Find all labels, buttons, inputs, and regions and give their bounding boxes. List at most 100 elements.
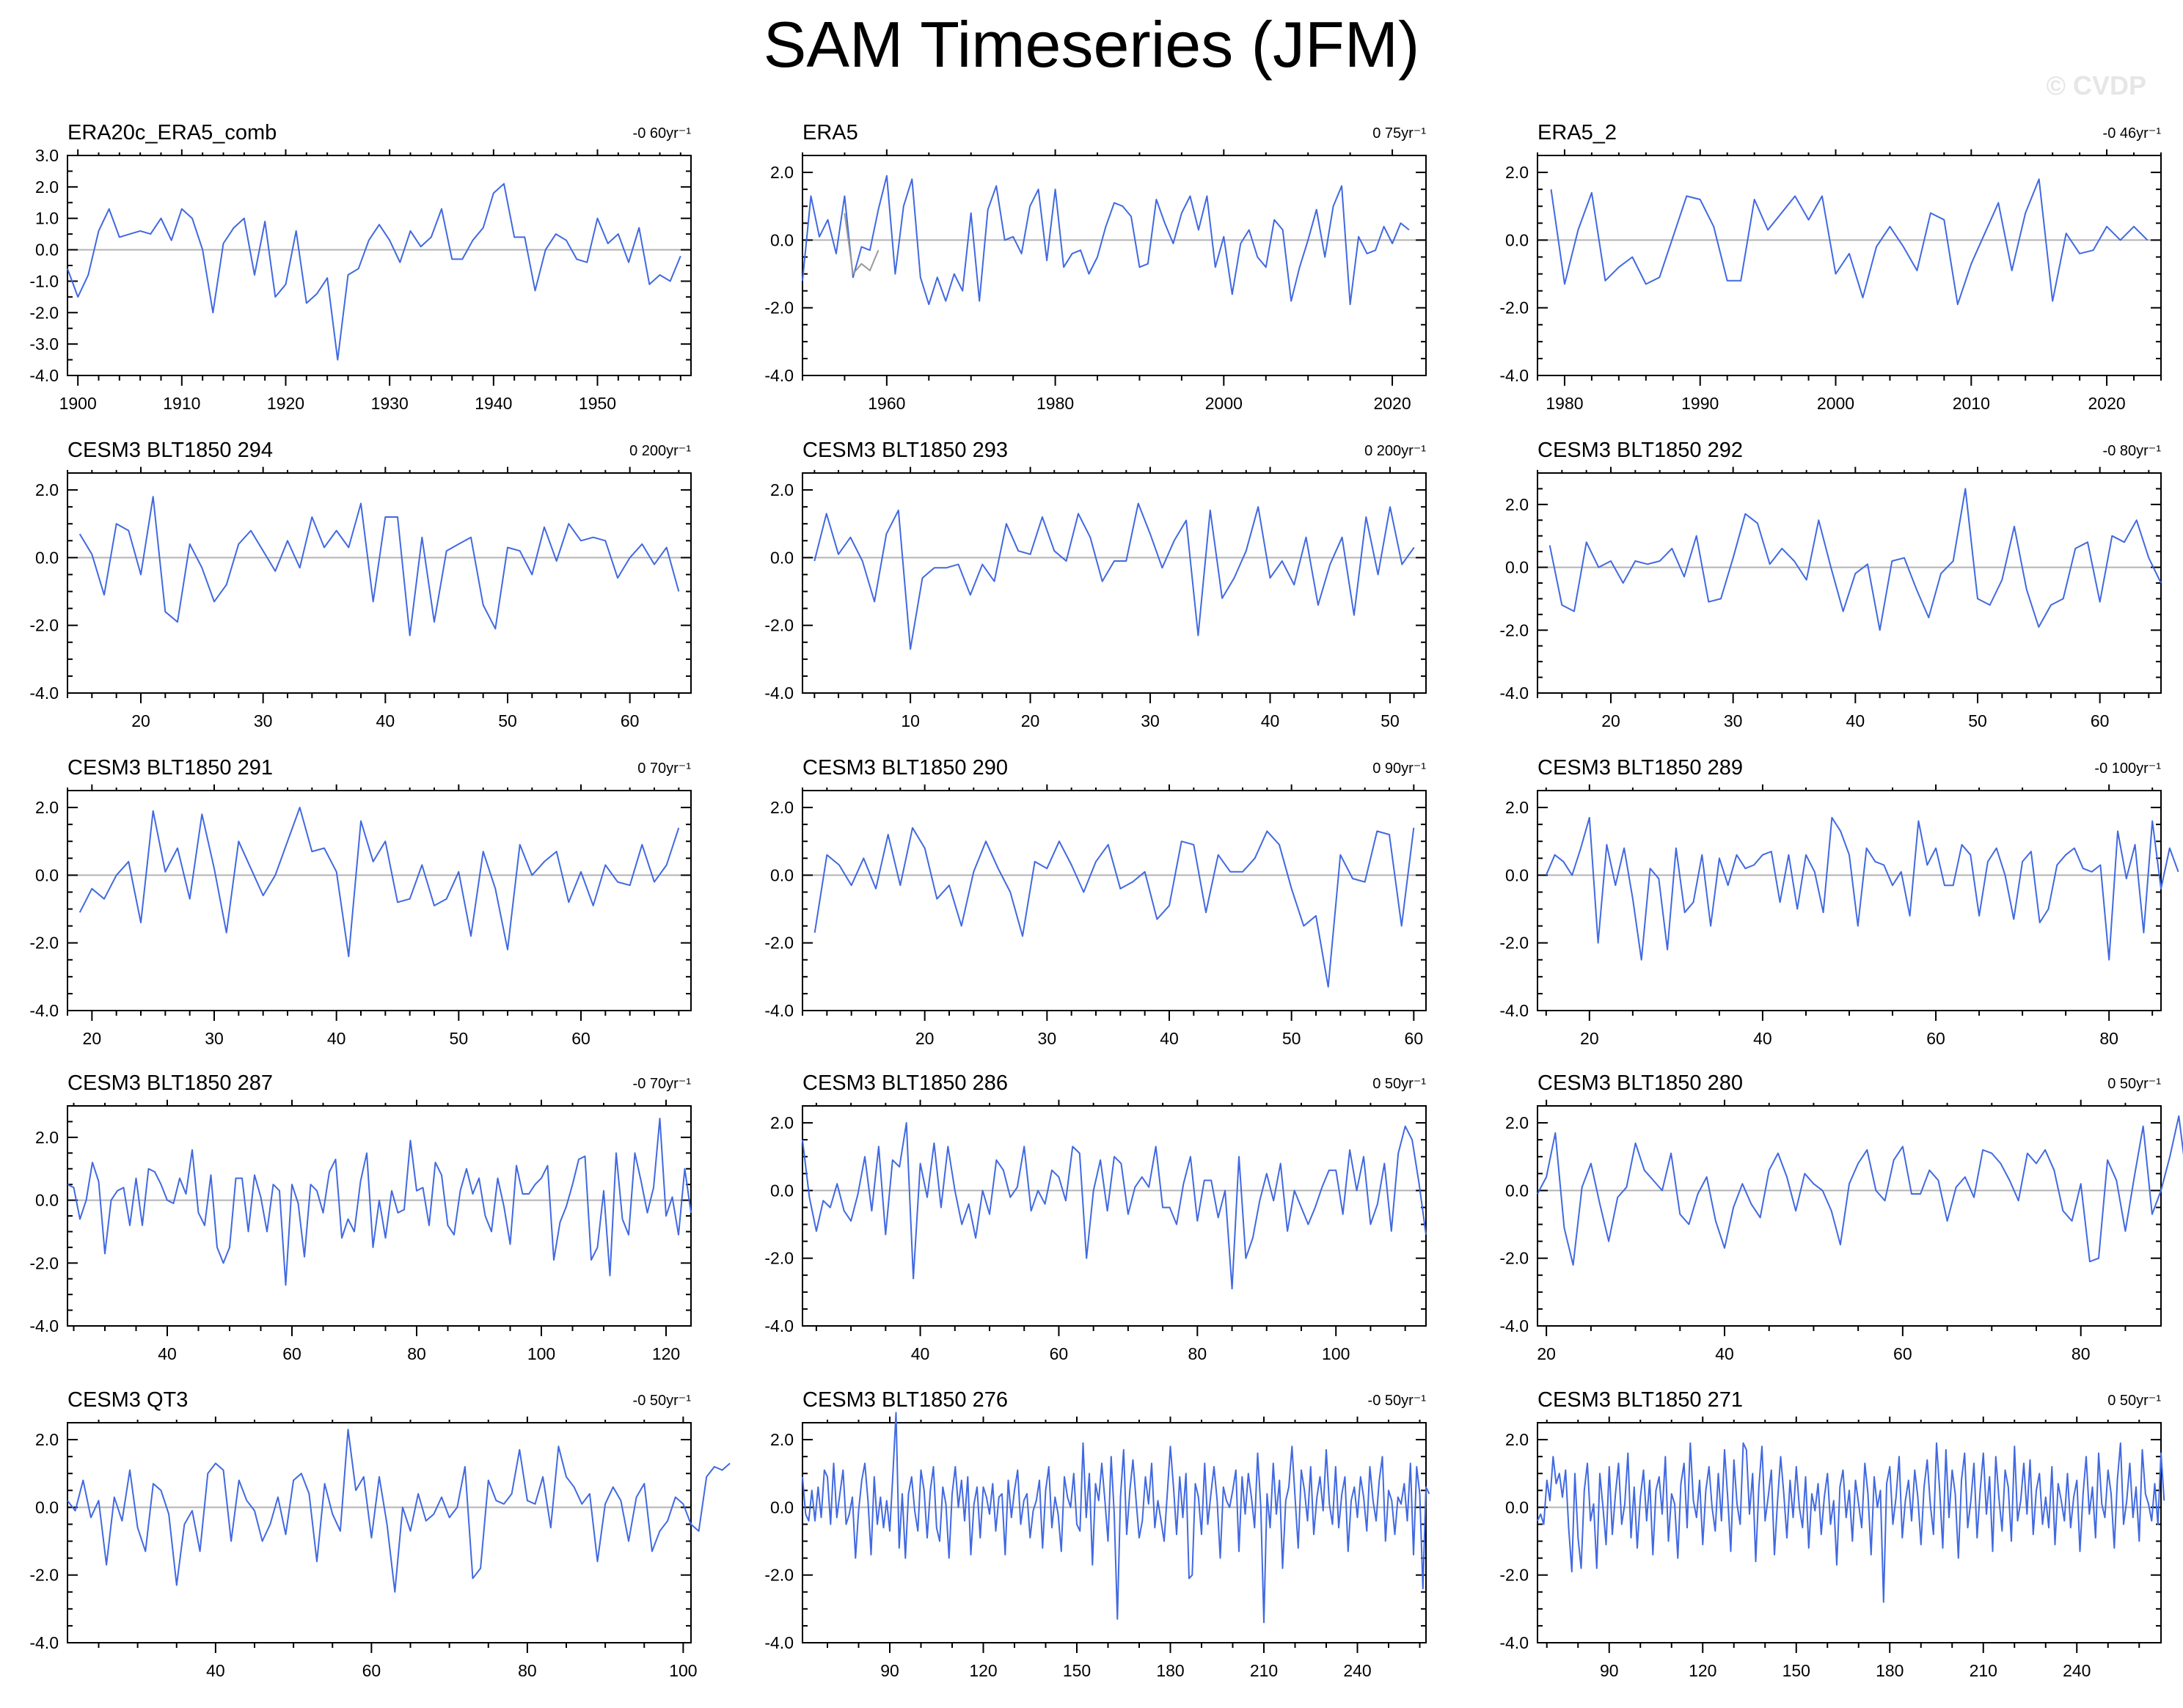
x-tick-label: 20: [915, 1029, 935, 1048]
panel-trend-label: -0 100yr⁻¹: [2094, 760, 2161, 777]
plot-frame: [1537, 1105, 2162, 1327]
series-line-1: [78, 496, 680, 637]
x-tick-label: 80: [518, 1661, 537, 1680]
x-tick-label: 60: [1405, 1029, 1424, 1048]
y-tick-label: 2.0: [1505, 495, 1529, 514]
x-tick-label: 240: [2063, 1661, 2091, 1680]
y-tick-label: 0.0: [770, 1498, 794, 1517]
y-tick-label: 2.0: [35, 177, 59, 197]
x-tick-label: 20: [83, 1029, 102, 1048]
y-tick-label: -2.0: [764, 934, 794, 953]
x-tick-label: 2010: [1953, 394, 1990, 413]
plot-frame: [802, 1422, 1427, 1643]
plot-frame: [802, 472, 1427, 694]
x-tick-label: 40: [1261, 711, 1280, 730]
panel-7: CESM3 BLT1850 291 0 70yr⁻¹ -4.0 -2.0 0.0 2.0 2…: [29, 756, 692, 1048]
x-tick-label: 40: [158, 1344, 177, 1363]
cvdp-watermark: © CVDP: [2046, 70, 2146, 100]
x-tick-label: 20: [131, 711, 150, 730]
series-line-1: [67, 1118, 692, 1286]
x-tick-label: 150: [1063, 1661, 1091, 1680]
x-tick-label: 80: [407, 1344, 426, 1363]
x-tick-label: 40: [911, 1344, 930, 1363]
x-tick-label: 1980: [1036, 394, 1074, 413]
panel-trend-label: 0 75yr⁻¹: [1372, 125, 1426, 142]
x-tick-label: 20: [1537, 1344, 1556, 1363]
y-tick-label: -2.0: [764, 1566, 794, 1585]
x-tick-label: 210: [1970, 1661, 1997, 1680]
series-line-1: [802, 1412, 1430, 1624]
x-tick-label: 1920: [267, 394, 304, 413]
x-tick-label: 50: [1282, 1029, 1301, 1048]
x-tick-label: 100: [1322, 1344, 1350, 1363]
y-tick-label: 2.0: [1505, 1113, 1529, 1132]
y-tick-label: -2.0: [29, 303, 59, 322]
x-tick-label: 80: [1188, 1344, 1207, 1363]
x-tick-label: 30: [1038, 1029, 1057, 1048]
x-tick-label: 50: [450, 1029, 469, 1048]
panel-title: CESM3 BLT1850 293: [802, 439, 1008, 462]
series-line-1: [1550, 178, 2149, 306]
y-tick-label: -2.0: [764, 616, 794, 635]
panel-trend-label: -0 70yr⁻¹: [633, 1076, 692, 1092]
plot-frame: [802, 790, 1427, 1011]
x-tick-label: 30: [254, 711, 273, 730]
x-tick-label: 120: [652, 1344, 680, 1363]
x-tick-label: 90: [1600, 1661, 1619, 1680]
x-tick-label: 60: [571, 1029, 590, 1048]
y-tick-label: 0.0: [35, 241, 59, 260]
panel-14: CESM3 BLT1850 276 -0 50yr⁻¹ -4.0 -2.0 0.0 2.0…: [764, 1388, 1430, 1680]
panel-8: CESM3 BLT1850 290 0 90yr⁻¹ -4.0 -2.0 0.0 2.0 2…: [764, 756, 1427, 1048]
y-tick-label: 2.0: [770, 480, 794, 499]
series-line-1: [67, 1429, 731, 1593]
y-tick-label: -1.0: [29, 271, 59, 290]
series-line-1: [802, 1122, 1427, 1290]
x-tick-label: 30: [1724, 711, 1743, 730]
x-tick-label: 240: [1343, 1661, 1371, 1680]
x-tick-label: 120: [1689, 1661, 1716, 1680]
x-tick-label: 2000: [1817, 394, 1854, 413]
x-tick-label: 100: [669, 1661, 697, 1680]
y-tick-label: 0.0: [1505, 1498, 1529, 1517]
panel-trend-label: 0 200yr⁻¹: [629, 443, 691, 459]
panel-12: CESM3 BLT1850 280 0 50yr⁻¹ -4.0 -2.0 0.0 2.0 2…: [1499, 1071, 2183, 1363]
panel-11: CESM3 BLT1850 286 0 50yr⁻¹ -4.0 -2.0 0.0 2.0 4…: [764, 1071, 1427, 1363]
panel-trend-label: -0 46yr⁻¹: [2103, 125, 2162, 142]
plot-frame: [1537, 155, 2162, 376]
plot-frame: [1537, 1422, 2162, 1643]
plot-frame: [67, 790, 692, 1011]
y-tick-label: -4.0: [29, 1633, 59, 1652]
x-tick-label: 100: [527, 1344, 555, 1363]
x-tick-label: 1990: [1681, 394, 1719, 413]
panel-2: ERA5 0 75yr⁻¹ -4.0 -2.0 0.0 2.0 1960 1980 2000 20…: [764, 121, 1427, 413]
y-tick-label: -2.0: [1499, 620, 1529, 639]
panel-title: CESM3 BLT1850 286: [802, 1071, 1008, 1095]
panel-title: ERA5_2: [1537, 121, 1617, 144]
x-tick-label: 20: [1601, 711, 1620, 730]
series-line-1: [813, 502, 1415, 650]
y-tick-label: 0.0: [35, 548, 59, 567]
panel-title: CESM3 BLT1850 280: [1537, 1071, 1743, 1095]
y-tick-label: -4.0: [29, 366, 59, 385]
panel-3: ERA5_2 -0 46yr⁻¹ -4.0 -2.0 0.0 2.0 1980 1990 200…: [1499, 121, 2162, 413]
series-line-1: [1537, 1115, 2183, 1266]
y-tick-label: -4.0: [1499, 1001, 1529, 1020]
series-line-1: [1545, 816, 2179, 961]
y-tick-label: 2.0: [35, 480, 59, 499]
series-line-1: [802, 175, 1410, 306]
x-tick-label: 1960: [868, 394, 905, 413]
plot-frame: [67, 155, 692, 376]
x-tick-label: 1950: [579, 394, 616, 413]
y-tick-label: -3.0: [29, 334, 59, 353]
series-line-1: [1537, 1442, 2165, 1603]
plot-frame: [67, 1105, 692, 1327]
y-tick-label: 0.0: [770, 230, 794, 249]
series-line-1: [1548, 488, 2162, 631]
y-tick-label: 2.0: [35, 1128, 59, 1147]
x-tick-label: 60: [1893, 1344, 1912, 1363]
panel-trend-label: 0 50yr⁻¹: [1372, 1076, 1426, 1092]
plot-frame: [1537, 790, 2162, 1011]
x-tick-label: 1910: [163, 394, 200, 413]
x-tick-label: 40: [1160, 1029, 1179, 1048]
